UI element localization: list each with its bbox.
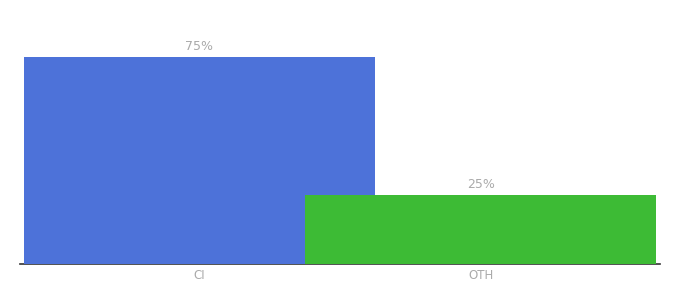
- Bar: [24, 57, 375, 264]
- Text: 25%: 25%: [466, 178, 494, 191]
- Bar: [305, 195, 656, 264]
- Text: 75%: 75%: [186, 40, 214, 53]
